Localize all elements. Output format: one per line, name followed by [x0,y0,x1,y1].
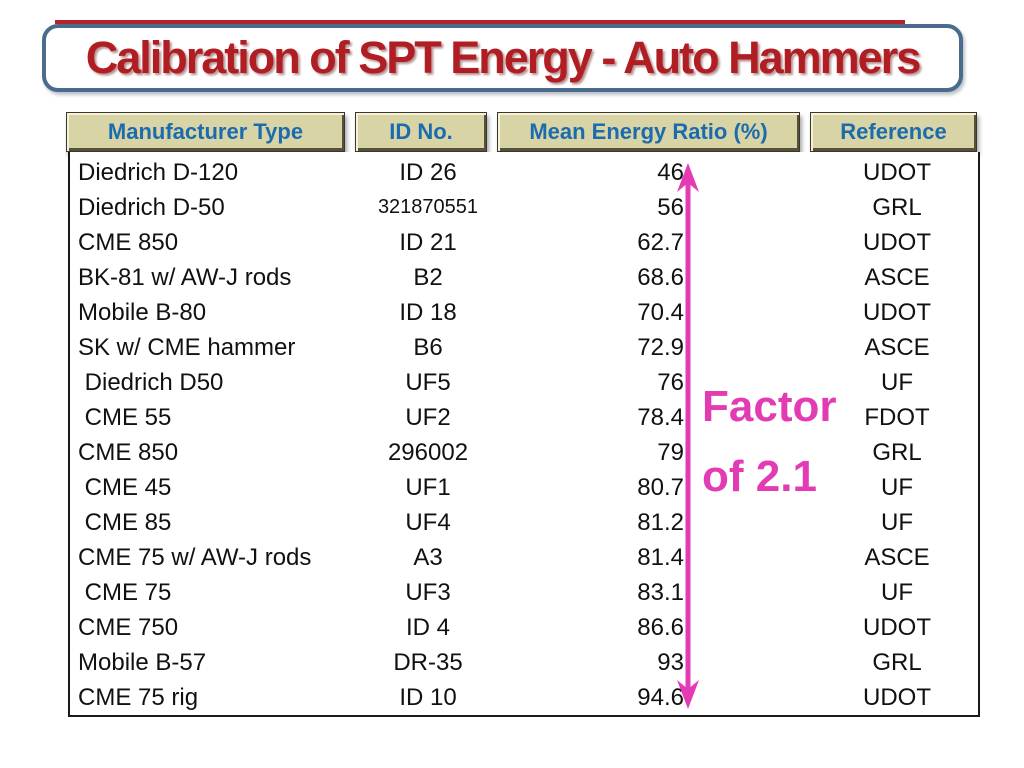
table-row: CME 850 ID 21 62.7 UDOT [70,225,978,260]
cell-reference: FDOT [864,404,930,431]
cell-mean-energy-ratio: 93 [657,649,684,676]
table-row: Mobile B-57 DR-35 93 GRL [70,645,978,680]
cell-reference: UDOT [863,299,931,326]
table-row: CME 75 w/ AW-J rods A3 81.4 ASCE [70,540,978,575]
cell-manufacturer: Mobile B-57 [78,649,207,676]
cell-mean-energy-ratio: 80.7 [637,474,684,501]
column-header-id: ID No. [355,112,487,152]
cell-manufacturer: Diedrich D50 [78,369,224,396]
cell-reference: ASCE [864,264,930,291]
table-row: BK-81 w/ AW-J rods B2 68.6 ASCE [70,260,978,295]
table-row: SK w/ CME hammer B6 72.9 ASCE [70,330,978,365]
cell-mean-energy-ratio: 86.6 [637,614,684,641]
cell-id: ID 21 [399,229,457,256]
cell-reference: ASCE [864,544,930,571]
cell-manufacturer: Diedrich D-50 [78,194,225,221]
cell-reference: UDOT [863,229,931,256]
table-row: Diedrich D-120 ID 26 46 UDOT [70,155,978,190]
cell-mean-energy-ratio: 46 [657,159,684,186]
page-title: Calibration of SPT Energy - Auto Hammers [85,32,921,83]
cell-manufacturer: Mobile B-80 [78,299,207,326]
column-header-reference: Reference [810,112,977,152]
table-row: CME 45 UF1 80.7 UF [70,470,978,505]
cell-manufacturer: Diedrich D-120 [78,159,239,186]
cell-id: B6 [413,334,443,361]
cell-id: B2 [413,264,443,291]
cell-id: UF2 [405,404,451,431]
cell-id: ID 18 [399,299,457,326]
cell-manufacturer: CME 45 [78,474,172,501]
table-row: Mobile B-80 ID 18 70.4 UDOT [70,295,978,330]
table-row: Diedrich D50 UF5 76 UF [70,365,978,400]
cell-manufacturer: CME 75 [78,579,172,606]
table-row: CME 75 UF3 83.1 UF [70,575,978,610]
cell-id: UF3 [405,579,451,606]
cell-reference: GRL [872,194,922,221]
cell-mean-energy-ratio: 70.4 [637,299,684,326]
cell-reference: UF [881,369,913,396]
table-row: CME 75 rig ID 10 94.6 UDOT [70,680,978,715]
cell-manufacturer: SK w/ CME hammer [78,334,296,361]
cell-mean-energy-ratio: 62.7 [637,229,684,256]
cell-mean-energy-ratio: 81.4 [637,544,684,571]
cell-mean-energy-ratio: 83.1 [637,579,684,606]
table-row: CME 85 UF4 81.2 UF [70,505,978,540]
cell-manufacturer: CME 85 [78,509,172,536]
table-row: CME 55 UF2 78.4 FDOT [70,400,978,435]
cell-reference: ASCE [864,334,930,361]
cell-manufacturer: BK-81 w/ AW-J rods [78,264,292,291]
cell-manufacturer: CME 75 rig [78,684,199,711]
table-row: Diedrich D-50 321870551 56 GRL [70,190,978,225]
range-arrow-icon [677,163,699,709]
table-body: Diedrich D-120 ID 26 46 UDOT Diedrich D-… [68,152,980,717]
cell-id: DR-35 [393,649,463,676]
accent-line [55,20,905,24]
cell-manufacturer: CME 55 [78,404,172,431]
cell-reference: UDOT [863,159,931,186]
cell-reference: UF [881,509,913,536]
cell-reference: UF [881,474,913,501]
cell-id: 321870551 [377,196,479,218]
factor-annotation-line2: of 2.1 [702,452,817,501]
table-row: CME 850 296002 79 GRL [70,435,978,470]
cell-id: UF5 [405,369,451,396]
title-box: Calibration of SPT Energy - Auto Hammers [42,24,963,92]
cell-id: UF4 [405,509,451,536]
cell-mean-energy-ratio: 56 [657,194,684,221]
cell-mean-energy-ratio: 78.4 [637,404,684,431]
cell-reference: UF [881,579,913,606]
column-header-mean-energy-ratio: Mean Energy Ratio (%) [497,112,800,152]
cell-mean-energy-ratio: 94.6 [637,684,684,711]
cell-id: UF1 [405,474,451,501]
column-header-manufacturer: Manufacturer Type [66,112,345,152]
cell-manufacturer: CME 75 w/ AW-J rods [78,544,312,571]
cell-mean-energy-ratio: 68.6 [637,264,684,291]
cell-manufacturer: CME 850 [78,439,179,466]
cell-manufacturer: CME 750 [78,614,179,641]
cell-mean-energy-ratio: 76 [657,369,684,396]
cell-id: ID 10 [399,684,457,711]
cell-mean-energy-ratio: 79 [657,439,684,466]
table-header: Manufacturer Type ID No. Mean Energy Rat… [66,112,977,152]
cell-id: ID 26 [399,159,457,186]
cell-reference: UDOT [863,684,931,711]
cell-id: 296002 [387,439,469,466]
cell-reference: GRL [872,649,922,676]
cell-manufacturer: CME 850 [78,229,179,256]
factor-annotation: Factor of 2.1 [702,372,836,512]
cell-reference: UDOT [863,614,931,641]
table-row: CME 750 ID 4 86.6 UDOT [70,610,978,645]
cell-id: ID 4 [405,614,450,641]
cell-id: A3 [413,544,443,571]
cell-reference: GRL [872,439,922,466]
factor-annotation-line1: Factor [702,382,837,431]
cell-mean-energy-ratio: 72.9 [637,334,684,361]
cell-mean-energy-ratio: 81.2 [637,509,684,536]
